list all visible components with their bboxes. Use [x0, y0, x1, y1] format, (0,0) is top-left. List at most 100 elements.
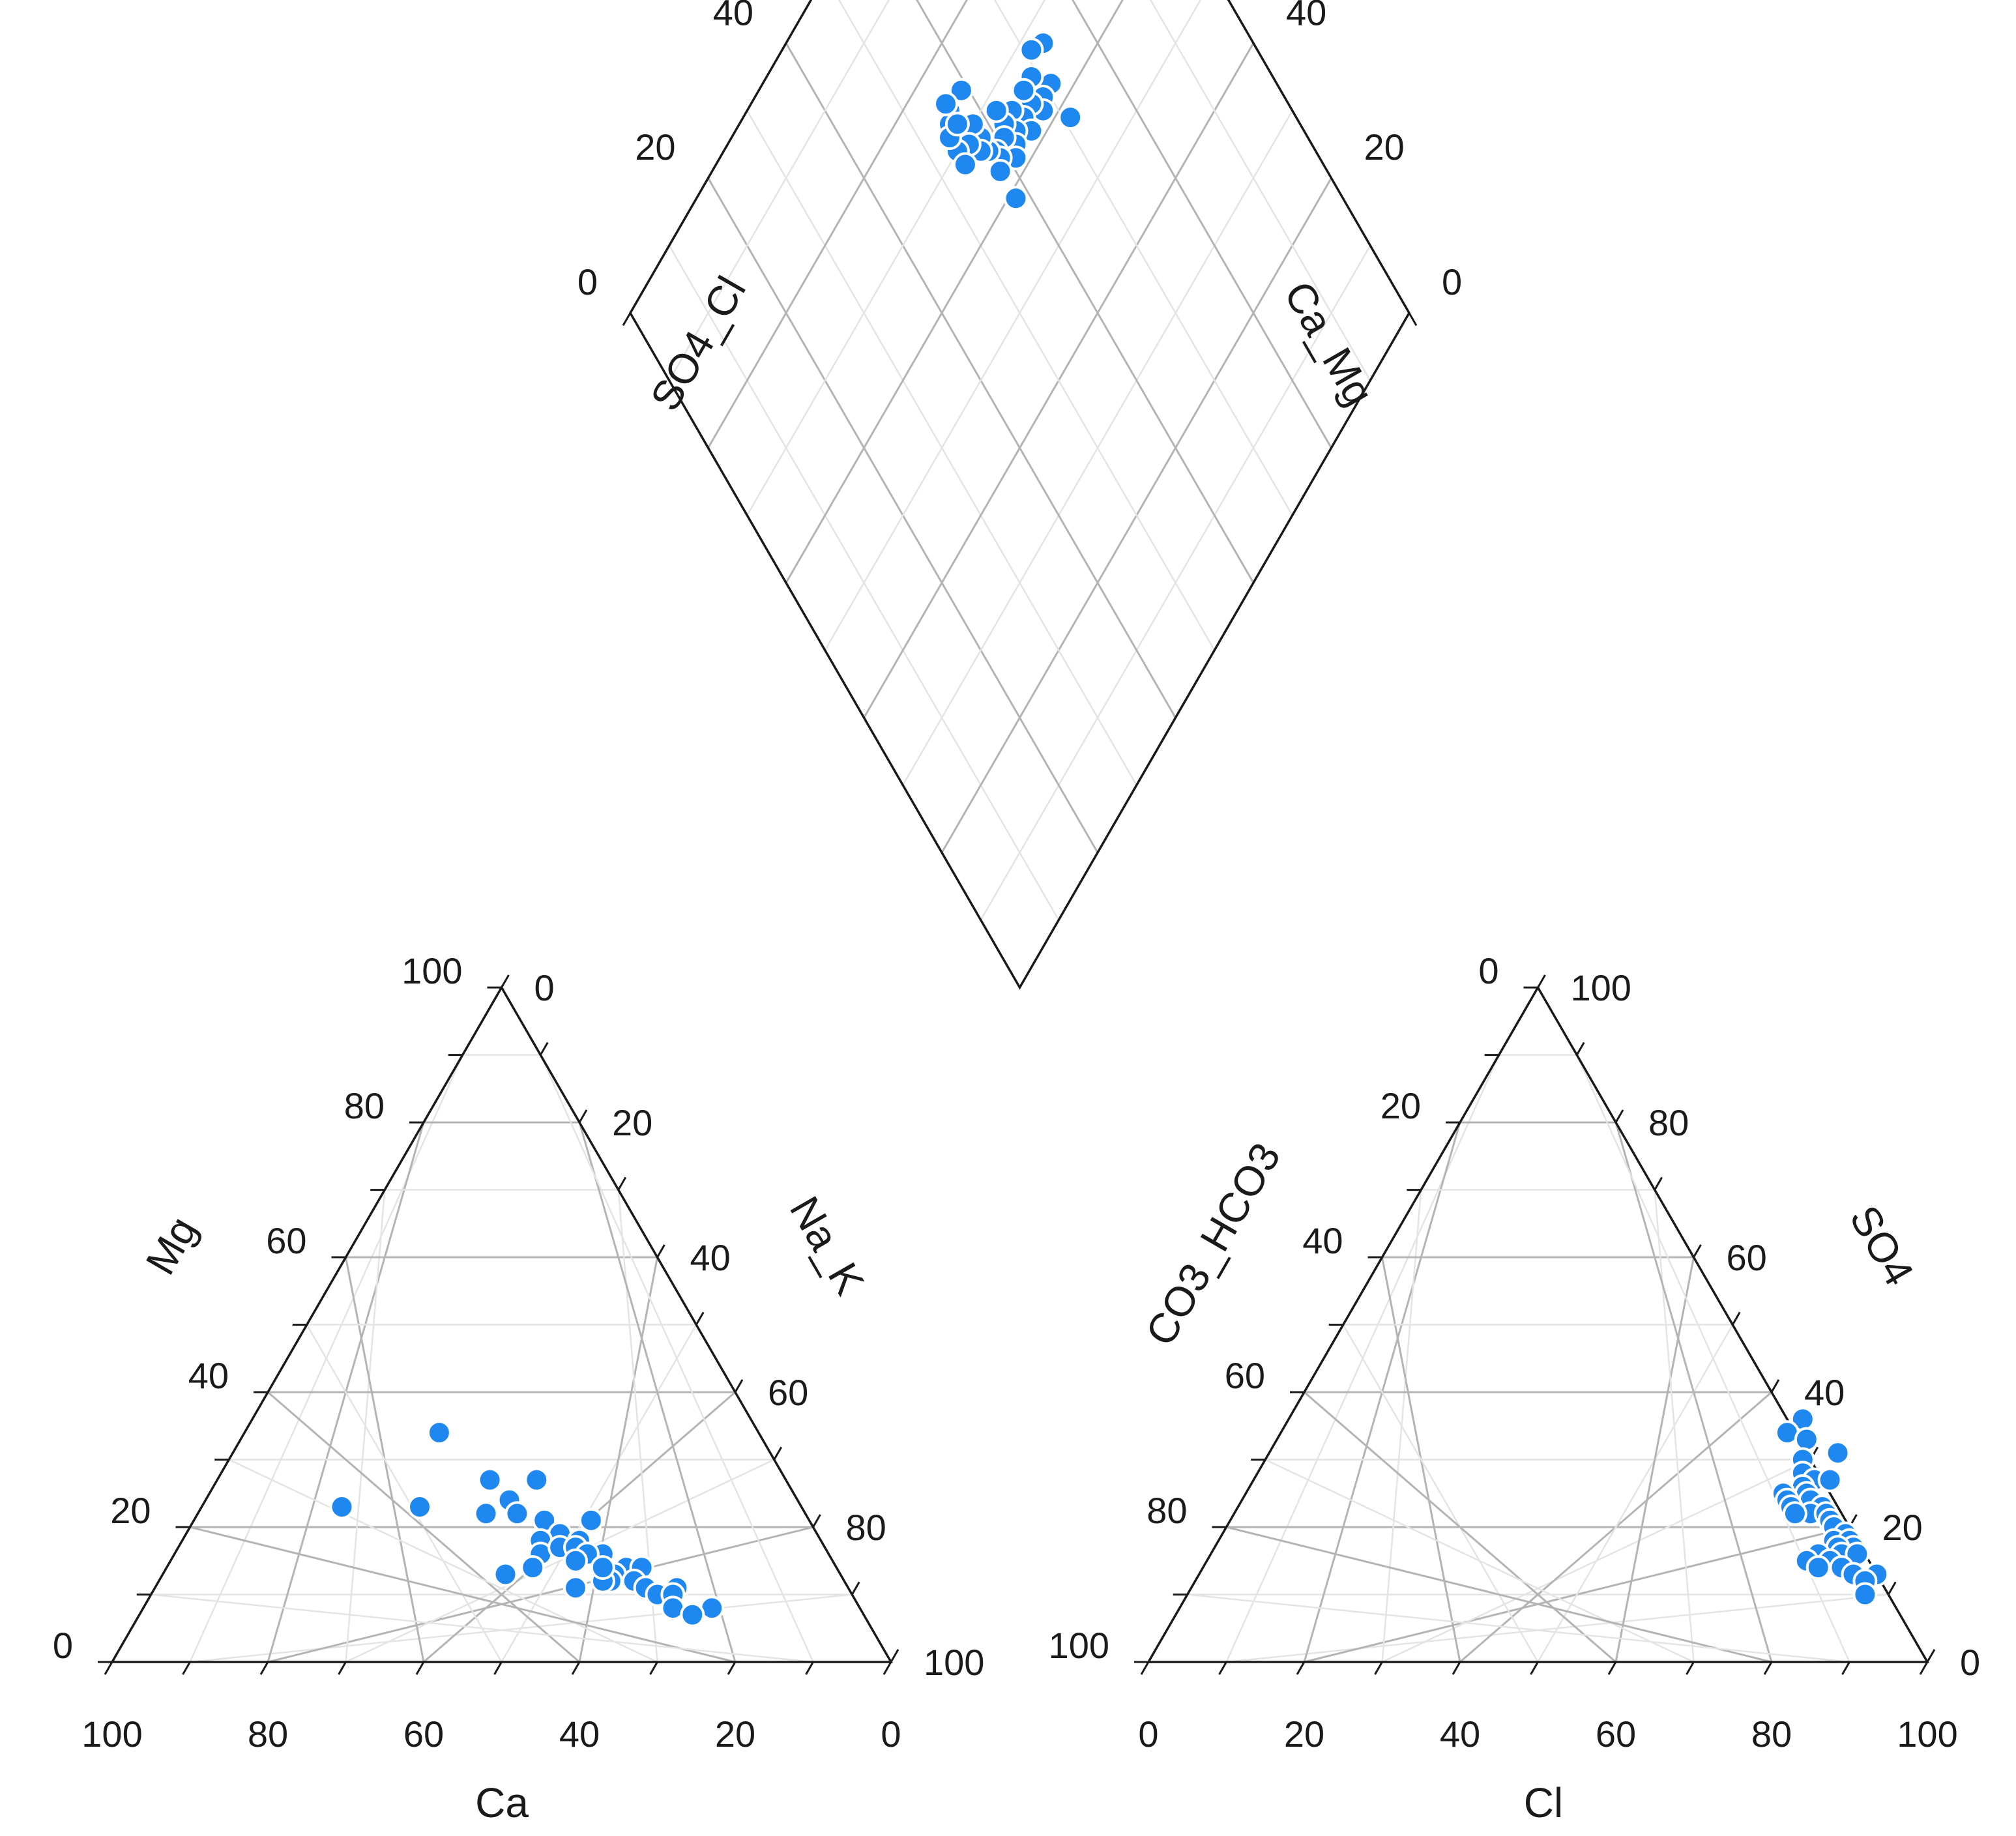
anion-triangle-gridline-a [1187, 1594, 1850, 1663]
diamond-data-point [1058, 105, 1083, 130]
cation-data-point [426, 1420, 452, 1446]
cation-right-tick-label: 0 [534, 967, 555, 1008]
anion-data-point [1782, 1501, 1807, 1526]
diamond-data-point [1019, 37, 1044, 63]
anion-left-tick-label: 60 [1225, 1355, 1265, 1396]
anion-triangle-bottom-tick [1218, 1661, 1227, 1675]
cation-triangle-right-tick [812, 1514, 821, 1528]
cation-triangle-right-tick [578, 1109, 588, 1123]
diamond-gridline-b [838, 0, 1216, 651]
anion-data-point [1794, 1427, 1819, 1452]
anion-right-tick-label: 0 [1960, 1642, 1980, 1683]
anion-triangle-bottom-tick [1841, 1661, 1850, 1675]
diamond-left-tick-label: 0 [577, 261, 598, 302]
anion-triangle-bottom-tick [1763, 1661, 1773, 1675]
cation-data-point [473, 1501, 499, 1526]
diamond-gridline-a [707, 0, 968, 448]
anion-data-point [1817, 1467, 1843, 1493]
cation-triangle-bottom-tick [182, 1661, 191, 1675]
diamond-outline [628, 0, 1411, 990]
anion-right-tick-label: 80 [1648, 1102, 1689, 1143]
diamond-gridline-a [746, 0, 1046, 516]
cation-right-axis-title: Na_K [781, 1189, 873, 1303]
anion-left-axis-title: CO3_HCO3 [1137, 1135, 1290, 1354]
cation-triangle-bottom-tick [104, 1661, 113, 1675]
cation-triangle-right-tick [656, 1244, 665, 1258]
diamond-gridline-b [1072, 0, 1332, 448]
cation-data-point [407, 1494, 432, 1519]
anion-right-tick-label: 40 [1804, 1372, 1845, 1413]
diamond-right-tick [1291, 109, 1301, 124]
cation-triangle-bottom-tick [571, 1661, 581, 1675]
diamond-left-tick [778, 42, 787, 57]
cation-triangle-right-tick [617, 1176, 627, 1191]
cation-data-point [578, 1508, 604, 1533]
cation-triangle-bottom-tick [727, 1661, 737, 1675]
anion-triangle-gridline-a [1304, 1391, 1616, 1663]
cation-bottom-tick-label: 100 [81, 1713, 142, 1755]
diamond-gridline-b [993, 0, 1293, 516]
cation-triangle-gridline-a [267, 1391, 580, 1663]
anion-triangle-gridline-b [1654, 1189, 1695, 1663]
anion-bottom-tick-label: 40 [1440, 1713, 1480, 1755]
cation-triangle-gridline-a [190, 1526, 736, 1663]
diamond-data-point [952, 152, 978, 177]
diamond-left-tick-label: 20 [635, 126, 675, 168]
anion-triangle-right-tick [1537, 974, 1546, 988]
diamond-left-tick [700, 177, 709, 192]
anion-right-tick-label: 20 [1882, 1507, 1923, 1548]
diamond-right-tick-label: 20 [1364, 126, 1405, 168]
diamond-left-tick [661, 244, 671, 259]
cation-triangle-bottom-tick [805, 1661, 814, 1675]
diamond-data-point [1011, 78, 1036, 103]
anion-left-tick-label: 80 [1147, 1490, 1187, 1531]
cation-right-tick-label: 60 [768, 1372, 808, 1413]
anion-triangle-gridline-b [1614, 1257, 1695, 1663]
data-point-layer [329, 31, 1890, 1627]
anion-bottom-tick-label: 20 [1284, 1713, 1324, 1755]
anion-left-tick-label: 40 [1302, 1220, 1343, 1261]
anion-triangle-bottom-tick [1452, 1661, 1461, 1675]
anion-left-tick-label: 0 [1478, 950, 1498, 991]
diamond-gridline-b [916, 0, 1255, 583]
cation-right-tick-label: 40 [690, 1237, 731, 1278]
anion-right-tick-label: 100 [1571, 967, 1631, 1008]
cation-triangle-right-tick [501, 974, 510, 988]
diamond-data-point [933, 91, 958, 117]
cation-triangle-right-tick [539, 1042, 549, 1056]
cation-triangle-right-tick [734, 1379, 744, 1393]
diamond-data-point [944, 111, 970, 137]
cation-bottom-tick-label: 40 [559, 1713, 600, 1755]
anion-triangle-gridline-a [1226, 1526, 1772, 1663]
cation-data-point [563, 1548, 588, 1573]
cation-data-point [493, 1562, 518, 1587]
anion-left-tick-label: 20 [1381, 1085, 1421, 1126]
anion-triangle-right-tick [1654, 1176, 1663, 1191]
cation-triangle-bottom-tick [649, 1661, 658, 1675]
anion-bottom-tick-label: 80 [1751, 1713, 1792, 1755]
anion-triangle-right-tick [1926, 1649, 1936, 1663]
anion-right-axis-title: SO4 [1841, 1198, 1923, 1294]
cation-data-point [563, 1575, 588, 1601]
diamond-data-point [987, 158, 1013, 184]
cation-triangle-gridline-b [540, 1055, 814, 1663]
diamond-gridline-a [785, 0, 1124, 583]
cation-data-point [477, 1467, 503, 1493]
anion-triangle-bottom-tick [1530, 1661, 1539, 1675]
cation-triangle-gridline-a [151, 1594, 813, 1663]
anion-data-point [1852, 1582, 1878, 1607]
cation-bottom-tick-label: 20 [715, 1713, 755, 1755]
anion-triangle-bottom-tick [1140, 1661, 1150, 1675]
diamond-data-point [984, 98, 1009, 123]
cation-right-tick-label: 80 [846, 1507, 886, 1548]
cation-left-tick-label: 80 [344, 1085, 385, 1126]
cation-bottom-tick-label: 0 [881, 1713, 901, 1755]
anion-triangle-right-tick [1731, 1311, 1741, 1326]
cation-triangle-bottom-tick [883, 1661, 892, 1675]
anion-triangle-right-tick [1770, 1379, 1780, 1393]
diamond-right-axis-title: Ca_Mg [1275, 274, 1383, 414]
anion-triangle-bottom-tick [1374, 1661, 1383, 1675]
anion-triangle-gridline-b [1614, 1122, 1773, 1663]
